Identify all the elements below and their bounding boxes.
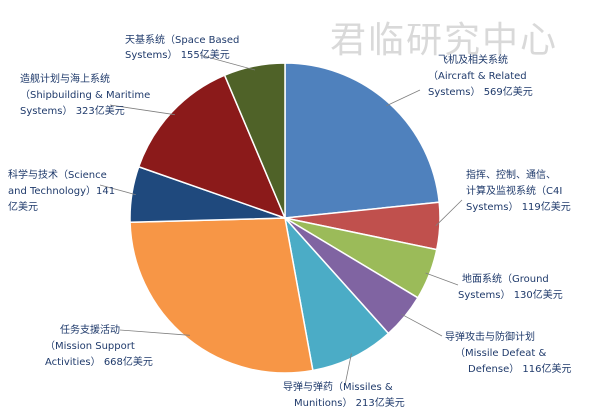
leader-line-ground [425, 272, 459, 286]
leader-line-aircraft [386, 89, 421, 107]
label-ground: 地面系统（Ground Systems） 130亿美元 [458, 272, 563, 301]
label-aircraft: 飞机及相关系统 （Aircraft & Related Systems） 569… [428, 53, 533, 98]
label-science: 科学与技术（Science and Technology）141 亿美元 [8, 168, 118, 213]
leader-line-science [99, 184, 136, 196]
label-ship: 造舰计划与海上系统 （Shipbuilding & Maritime Syste… [20, 72, 153, 117]
leader-line-missile_defeat [401, 313, 443, 337]
label-missile-defeat: 导弹攻击与防御计划 （Missile Defeat & Defense） 116… [445, 330, 572, 375]
leader-line-mission [119, 329, 190, 336]
label-mission: 任务支援活动 （Mission Support Activities） 668亿… [45, 323, 153, 368]
leader-line-c4i [435, 199, 463, 227]
leader-line-ship [109, 104, 175, 116]
label-c4i: 指挥、控制、通信、 计算及监视系统（C4I Systems） 119亿美元 [466, 168, 571, 213]
pie-slice-missiles [283, 215, 390, 372]
pie-slices [129, 62, 441, 374]
pie-slice-mission [129, 217, 314, 374]
pie-slice-space [223, 62, 286, 219]
label-missiles: 导弹与弹药（Missiles & Munitions） 213亿美元 [283, 380, 405, 409]
label-space: 天基系统（Space Based Systems） 155亿美元 [125, 33, 243, 61]
pie-slice-ship [137, 74, 287, 220]
pie-slice-aircraft [284, 62, 441, 219]
leader-line-space [199, 54, 256, 71]
leader-lines [99, 54, 463, 386]
leader-line-missiles [344, 353, 352, 386]
watermark: 君临研究中心 [330, 20, 558, 61]
